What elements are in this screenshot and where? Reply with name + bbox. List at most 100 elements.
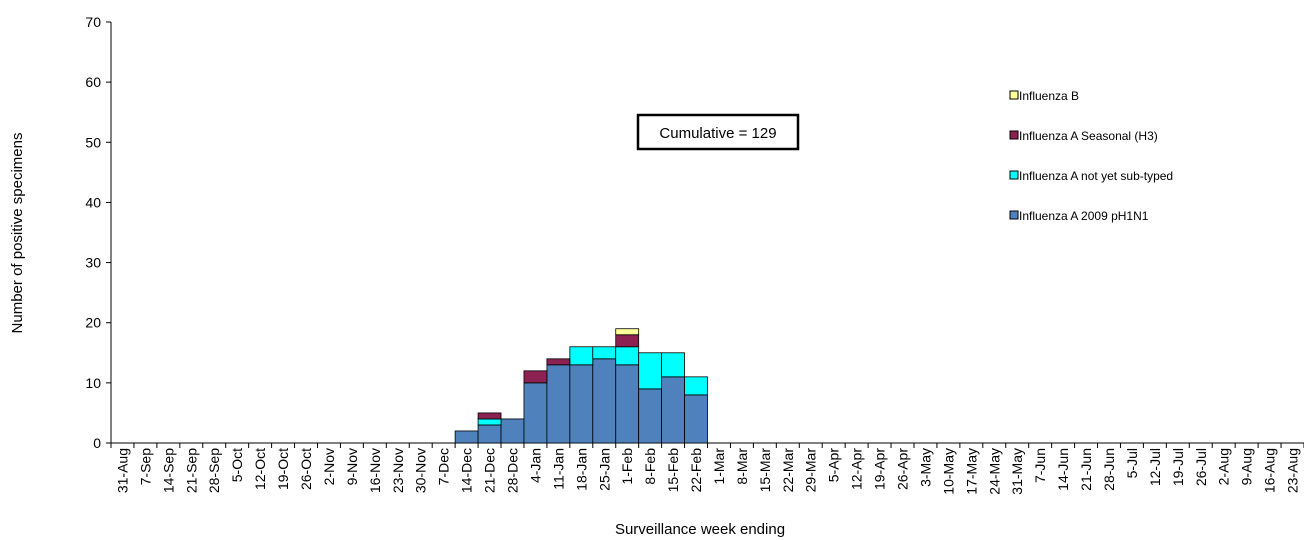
legend-label: Influenza A 2009 pH1N1 [1019,209,1149,223]
x-tick-label: 7-Dec [436,448,452,485]
x-tick-label: 2-Aug [1216,448,1232,485]
y-tick-label: 60 [85,74,101,90]
x-tick-label: 14-Dec [459,448,475,493]
y-tick-label: 0 [93,435,101,451]
x-tick-label: 7-Jun [1032,448,1048,483]
x-tick-label: 19-Apr [872,448,888,490]
x-tick-label: 21-Dec [482,448,498,493]
bar-segment [592,358,617,444]
x-tick-label: 26-Oct [298,448,314,490]
x-tick-label: 3-May [917,448,933,487]
x-tick-label: 17-May [963,448,979,495]
legend-swatch [1009,170,1019,180]
x-axis-title: Surveillance week ending [615,521,785,538]
x-tick-label: 31-Aug [114,448,130,493]
x-tick-label: 24-May [986,448,1002,495]
x-tick-label: 22-Mar [780,448,796,493]
bar-segment [523,382,548,444]
x-tick-label: 2-Nov [321,448,337,485]
x-tick-label: 16-Nov [367,448,383,493]
x-tick-label: 23-Aug [1285,448,1301,493]
y-tick-label: 20 [85,315,101,331]
x-tick-label: 9-Aug [1239,448,1255,485]
legend: Influenza B Influenza A Seasonal (H3) Infl… [1009,89,1173,223]
x-tick-label: 26-Jul [1193,448,1209,486]
x-tick-label: 9-Nov [344,448,360,485]
x-tick-label: 15-Feb [665,448,681,493]
bars [454,328,708,444]
x-tick-label: 8-Feb [642,448,658,485]
bar-segment [615,364,640,444]
x-axis: 31-Aug 7-Sep 14-Sep 21-Sep 28-Sep 5-Oct 12-Oct… [110,442,1304,495]
x-tick-label: 11-Jan [550,448,566,490]
bar-segment [661,376,685,444]
annotation-box [636,113,800,151]
legend-swatch [1009,130,1019,140]
annotation-text: Cumulative = 129 [659,125,776,142]
bar-segment [638,352,663,390]
x-tick-label: 28-Jun [1101,448,1117,491]
x-tick-label: 15-Mar [757,448,773,493]
bar-segment [615,346,640,366]
bar-segment [684,376,708,396]
x-tick-label: 19-Jul [1170,448,1186,486]
bar-segment [615,334,640,348]
x-tick-label: 1-Feb [619,448,635,485]
bar-segment [592,346,617,360]
y-axis: 0 10 20 30 40 50 60 70 [85,14,112,451]
bar-segment [569,346,594,366]
x-tick-label: 12-Jul [1147,448,1163,486]
y-tick-label: 40 [85,194,101,210]
x-tick-label: 29-Mar [803,448,819,493]
legend-label: Influenza A Seasonal (H3) [1019,129,1158,143]
x-tick-label: 7-Sep [137,448,153,486]
bar-segment [523,370,548,384]
bar-segment [546,358,571,366]
x-tick-label: 28-Sep [206,448,222,493]
x-tick-label: 28-Dec [504,448,520,493]
x-tick-label: 5-Jul [1124,448,1140,478]
y-tick-label: 30 [85,255,101,271]
bar-segment [684,394,708,444]
bar-segment [477,418,502,426]
bar-segment [546,364,571,444]
x-tick-label: 5-Oct [229,448,245,482]
bar-segment [454,430,479,444]
x-tick-label: 26-Apr [895,448,911,490]
y-tick-label: 50 [85,134,101,150]
x-tick-label: 25-Jan [596,448,612,491]
y-tick-label: 70 [85,14,101,30]
legend-label: Influenza A not yet sub-typed [1019,169,1173,183]
x-tick-label: 14-Sep [160,448,176,493]
x-tick-label: 12-Apr [849,448,865,490]
legend-swatch [1009,210,1019,220]
x-tick-label: 1-Mar [711,448,727,485]
x-tick-label: 23-Nov [390,448,406,493]
bar-segment [500,418,525,444]
bar-segment [638,388,663,444]
x-tick-label: 5-Apr [826,448,842,483]
bar-segment [477,412,502,420]
x-tick-label: 12-Oct [252,448,268,490]
x-tick-label: 19-Oct [275,448,291,490]
y-axis-title: Number of positive specimens [9,133,26,334]
bar-segment [569,364,594,444]
y-tick-label: 10 [85,375,101,391]
cumulative-annotation: Cumulative = 129 [636,113,800,151]
x-tick-label: 21-Sep [183,448,199,493]
x-tick-label: 31-May [1009,448,1025,495]
bar-segment [615,328,640,336]
x-tick-label: 18-Jan [573,448,589,491]
x-tick-label: 8-Mar [734,448,750,485]
x-tick-label: 4-Jan [527,448,543,483]
legend-swatch [1009,90,1019,100]
x-tick-label: 16-Aug [1262,448,1278,493]
x-tick-label: 21-Jun [1078,448,1094,491]
bar-segment [661,352,685,378]
x-tick-label: 22-Feb [688,448,704,493]
x-tick-label: 30-Nov [413,448,429,493]
x-tick-label: 14-Jun [1055,448,1071,491]
x-tick-label: 10-May [940,448,956,495]
bar-segment [477,424,502,444]
